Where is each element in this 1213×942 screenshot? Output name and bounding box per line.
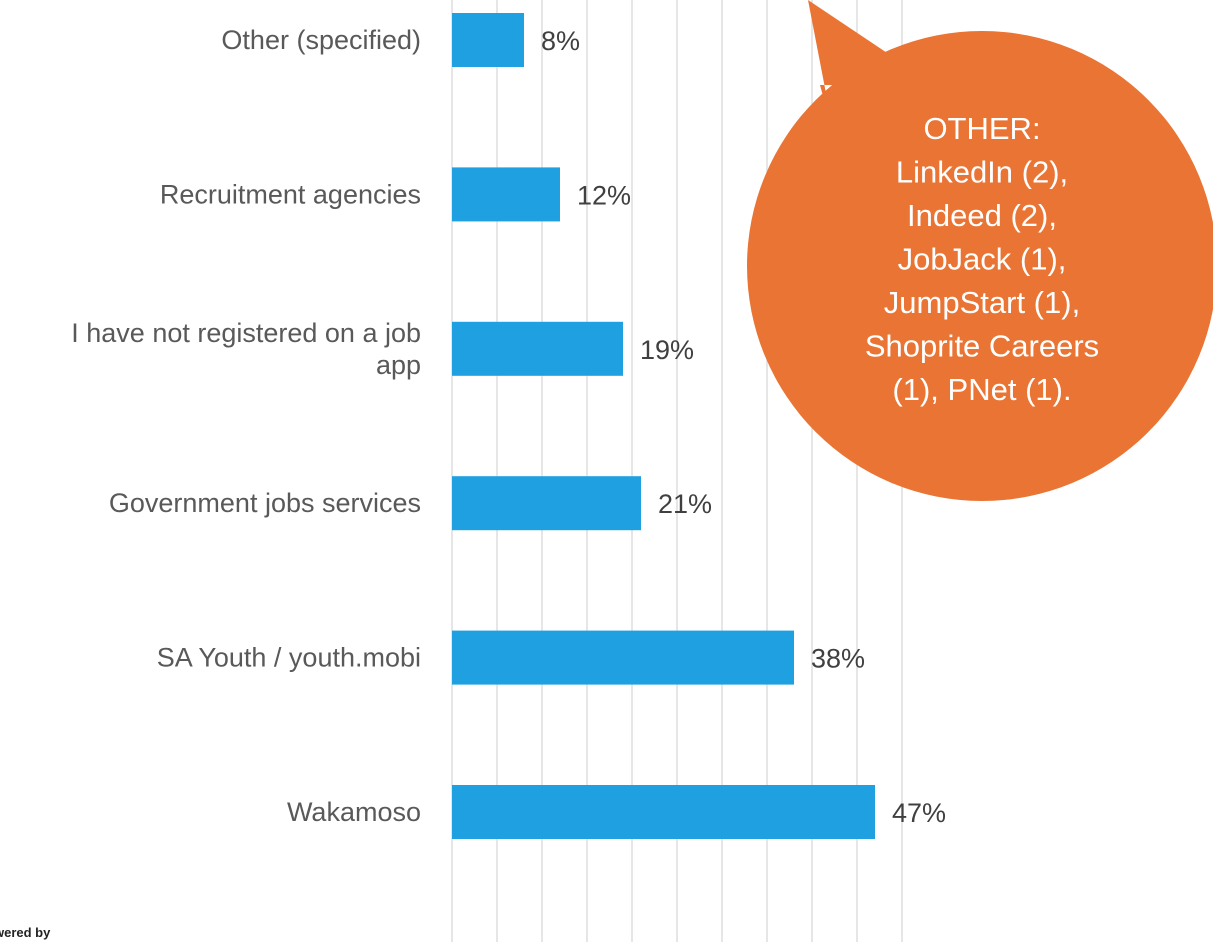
bar bbox=[452, 13, 524, 67]
category-label: SA Youth / youth.mobi bbox=[157, 643, 421, 673]
bar bbox=[452, 321, 623, 376]
data-label: 19% bbox=[640, 335, 694, 365]
data-label: 47% bbox=[892, 798, 946, 828]
category-label: Recruitment agencies bbox=[160, 179, 421, 209]
category-labels: Wakamoso SA Youth / youth.mobi Government … bbox=[71, 25, 421, 827]
data-label: 38% bbox=[811, 644, 865, 674]
category-label: Other (specified) bbox=[221, 25, 421, 55]
data-label: 8% bbox=[541, 26, 580, 56]
callout-circle bbox=[747, 31, 1213, 501]
bar bbox=[452, 785, 875, 839]
category-label: Wakamoso bbox=[287, 797, 421, 827]
bar bbox=[452, 630, 794, 685]
category-label: Government jobs services bbox=[109, 488, 421, 518]
callout-text: OTHER: LinkedIn (2), Indeed (2), JobJack (1… bbox=[865, 111, 1099, 407]
data-label: 12% bbox=[577, 180, 631, 210]
powered-by-text: wered by bbox=[0, 925, 51, 940]
bars bbox=[452, 13, 875, 839]
category-label: I have not registered on a job app bbox=[71, 318, 421, 380]
callout-bubble: OTHER: LinkedIn (2), Indeed (2), JobJack (1… bbox=[747, 0, 1213, 501]
value-labels: 47% 38% 21% 19% 12% 8% bbox=[541, 26, 946, 828]
bar bbox=[452, 476, 641, 531]
data-label: 21% bbox=[658, 489, 712, 519]
bar bbox=[452, 167, 560, 222]
